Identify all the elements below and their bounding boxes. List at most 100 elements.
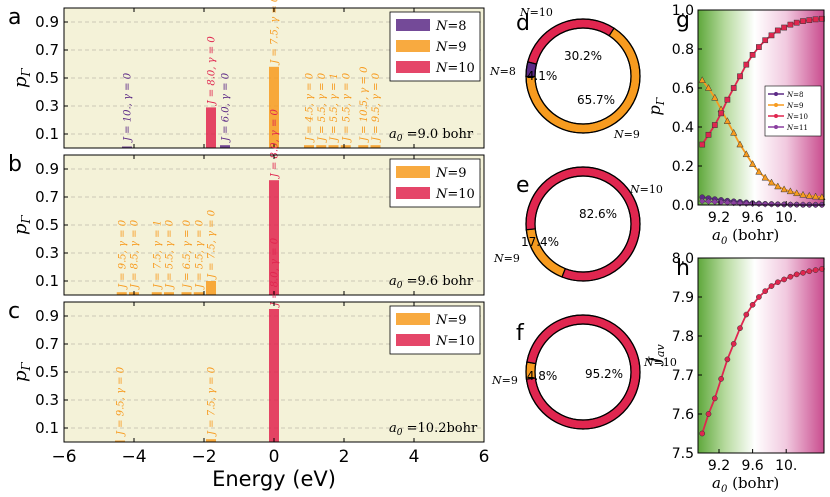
- bar: [269, 180, 279, 295]
- legend-marker: [774, 92, 778, 96]
- bar: [115, 440, 125, 442]
- y-tick-label: 0.9: [35, 307, 59, 325]
- legend-label-rest: =8: [447, 19, 466, 34]
- data-point: [787, 21, 794, 28]
- legend-label: N=9: [786, 102, 803, 110]
- x-tick-label: 2: [339, 447, 350, 467]
- data-point: [730, 340, 737, 347]
- annotation: a0 =10.2bohr: [389, 421, 478, 438]
- bar: [206, 439, 216, 442]
- legend-label: N=10: [786, 113, 808, 121]
- slice-label-rest: =9: [502, 374, 518, 387]
- x-tick-label: 0: [269, 447, 280, 467]
- y-tick-label: 0.1: [35, 125, 59, 143]
- legend-label: N=10: [435, 187, 475, 202]
- panel-letter: d: [516, 11, 530, 36]
- bar: [206, 281, 216, 295]
- annotation-sub: 0: [397, 428, 403, 438]
- data-point: [724, 199, 731, 206]
- data-point: [736, 140, 744, 148]
- x-tick-label: −2: [191, 447, 216, 467]
- slice-label-rest: =10: [530, 6, 553, 19]
- y-tick-label: 0.9: [35, 160, 59, 178]
- y-axis-label: pΓ: [10, 361, 33, 382]
- data-point: [743, 311, 750, 318]
- x-tick-label: −6: [51, 447, 76, 467]
- legend-label: N=8: [435, 19, 467, 34]
- donut-panel-e: e N=917.4% N=10 82.6%: [493, 166, 663, 282]
- y-tick-label: 0.1: [35, 272, 59, 290]
- y-axis-label: pΓ: [10, 214, 33, 235]
- bar-label: J = 7.5, γ = 0: [270, 0, 281, 66]
- data-point: [737, 325, 743, 332]
- data-point: [800, 269, 806, 276]
- y-tick-label: 0.3: [35, 97, 59, 115]
- slice-pct: 4.1%: [527, 69, 558, 83]
- bar: [328, 145, 339, 148]
- y-tick-label: 7.7: [672, 368, 694, 384]
- bar-label: J = 5.5, γ = 0: [317, 72, 328, 143]
- legend-label-rest: =10: [447, 61, 474, 76]
- x-axis-label: a0 (bohr): [712, 474, 779, 495]
- x-tick-label: 10.: [775, 210, 797, 226]
- y-axis-label-sub: Γ: [654, 97, 667, 106]
- slice-label: N=10: [629, 183, 663, 196]
- y-tick-label: 7.8: [672, 329, 694, 345]
- x-tick-label: 9.2: [708, 210, 730, 226]
- slice-label-rest: =8: [500, 65, 516, 78]
- data-point: [786, 187, 795, 195]
- donut-outline: [525, 314, 641, 430]
- slice-label: N=9: [491, 374, 518, 387]
- slice-label-rest: =10: [654, 356, 677, 369]
- y-tick-label: 1.0: [672, 3, 694, 19]
- bar: [269, 66, 279, 148]
- data-point: [793, 189, 801, 197]
- y-tick-label: 7.9: [672, 290, 694, 306]
- x-tick-label: 4: [409, 447, 420, 467]
- data-point: [748, 160, 757, 167]
- data-point: [811, 192, 820, 200]
- data-point: [755, 167, 763, 175]
- legend-label: N=9: [435, 40, 467, 55]
- legend-label: N=9: [435, 313, 467, 328]
- data-point: [730, 128, 738, 136]
- annotation-sub: 0: [397, 134, 403, 144]
- x-tick-label: −4: [121, 447, 146, 467]
- y-tick-label: 0.7: [35, 188, 59, 206]
- slice-pct: 65.7%: [577, 93, 615, 107]
- bar-label: J = 6.5, γ = 0: [182, 219, 193, 290]
- data-point: [756, 44, 762, 50]
- donut-panel-f: f N=9 4.8% N=10 95.2%: [491, 314, 677, 430]
- x-axis-label: Energy (eV): [212, 467, 336, 491]
- x-tick-label: 9.6: [741, 210, 763, 226]
- panel-letter: c: [8, 299, 20, 324]
- slice-label: N=10: [519, 6, 553, 19]
- bar-label: J = 8.0, γ = 0: [207, 36, 218, 107]
- plot-frame: [697, 9, 825, 206]
- data-point: [812, 16, 819, 23]
- x-tick-label: 10.: [775, 458, 797, 474]
- slice-pct: 95.2%: [585, 367, 623, 381]
- bar: [193, 292, 204, 295]
- bar: [340, 145, 351, 148]
- y-axis-label-sub: Γ: [19, 67, 33, 77]
- y-tick-label: 0.6: [672, 81, 694, 97]
- annotation-rest: =9.6 bohr: [403, 274, 474, 289]
- y-tick-label: 0.5: [35, 216, 59, 234]
- data-point: [698, 76, 706, 83]
- x-tick-label: 9.2: [708, 458, 730, 474]
- panel-letter: e: [516, 173, 530, 198]
- data-point: [793, 19, 800, 26]
- data-point: [806, 268, 813, 275]
- x-axis-label-rest: (bohr): [727, 226, 779, 244]
- y-tick-label: 0.3: [35, 391, 59, 409]
- data-point: [718, 110, 724, 117]
- data-point: [781, 24, 787, 31]
- y-tick-label: 0.3: [35, 244, 59, 262]
- data-point: [787, 273, 794, 280]
- legend-marker: [774, 103, 778, 107]
- y-axis-label-sub: Γ: [19, 214, 33, 224]
- slice-pct: 82.6%: [579, 207, 617, 221]
- bar-label: J = 5.5, γ = 1: [329, 73, 340, 143]
